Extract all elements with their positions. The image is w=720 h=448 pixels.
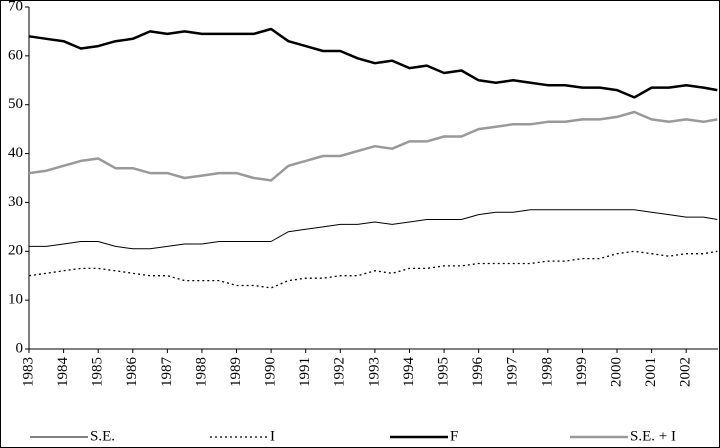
- y-tick-label: 30: [8, 194, 23, 210]
- x-tick-label: 1993: [366, 357, 382, 387]
- x-tick-label: 1988: [193, 357, 209, 387]
- series-line: [28, 110, 718, 182]
- y-tick-label: 60: [8, 47, 23, 63]
- x-tick-label: 1992: [332, 357, 348, 387]
- x-tick-label: 2001: [643, 357, 659, 387]
- x-tick-label: 1990: [263, 357, 279, 387]
- x-tick-label: 1984: [55, 357, 71, 388]
- x-tick-label: 1987: [159, 357, 175, 388]
- legend-label: F: [450, 428, 458, 444]
- series-line: [28, 250, 718, 289]
- y-tick-label: 10: [8, 292, 23, 308]
- x-tick-label: 1999: [574, 357, 590, 387]
- x-tick-label: 1998: [539, 357, 555, 387]
- x-tick-label: 1989: [228, 357, 244, 387]
- x-tick-label: 1983: [20, 357, 36, 387]
- legend-label: I: [270, 428, 275, 444]
- legend-label: S.E.: [90, 428, 115, 444]
- legend-label: S.E. + I: [630, 428, 676, 444]
- x-tick-label: 1997: [505, 357, 521, 388]
- x-tick-label: 1985: [90, 357, 106, 387]
- y-tick-label: 40: [8, 145, 23, 161]
- y-tick-label: 20: [8, 243, 23, 259]
- x-tick-label: 1991: [297, 357, 313, 387]
- x-tick-label: 1995: [435, 357, 451, 387]
- x-tick-label: 1986: [124, 357, 140, 388]
- y-tick-label: 70: [8, 0, 23, 14]
- series-line: [28, 27, 718, 99]
- x-tick-label: 1996: [470, 357, 486, 388]
- x-tick-label: 1994: [401, 357, 417, 388]
- y-tick-label: 50: [8, 96, 23, 112]
- y-tick-label: 0: [16, 340, 24, 356]
- x-tick-label: 2000: [608, 357, 624, 387]
- x-tick-label: 2002: [678, 357, 694, 387]
- series-line: [29, 209, 718, 250]
